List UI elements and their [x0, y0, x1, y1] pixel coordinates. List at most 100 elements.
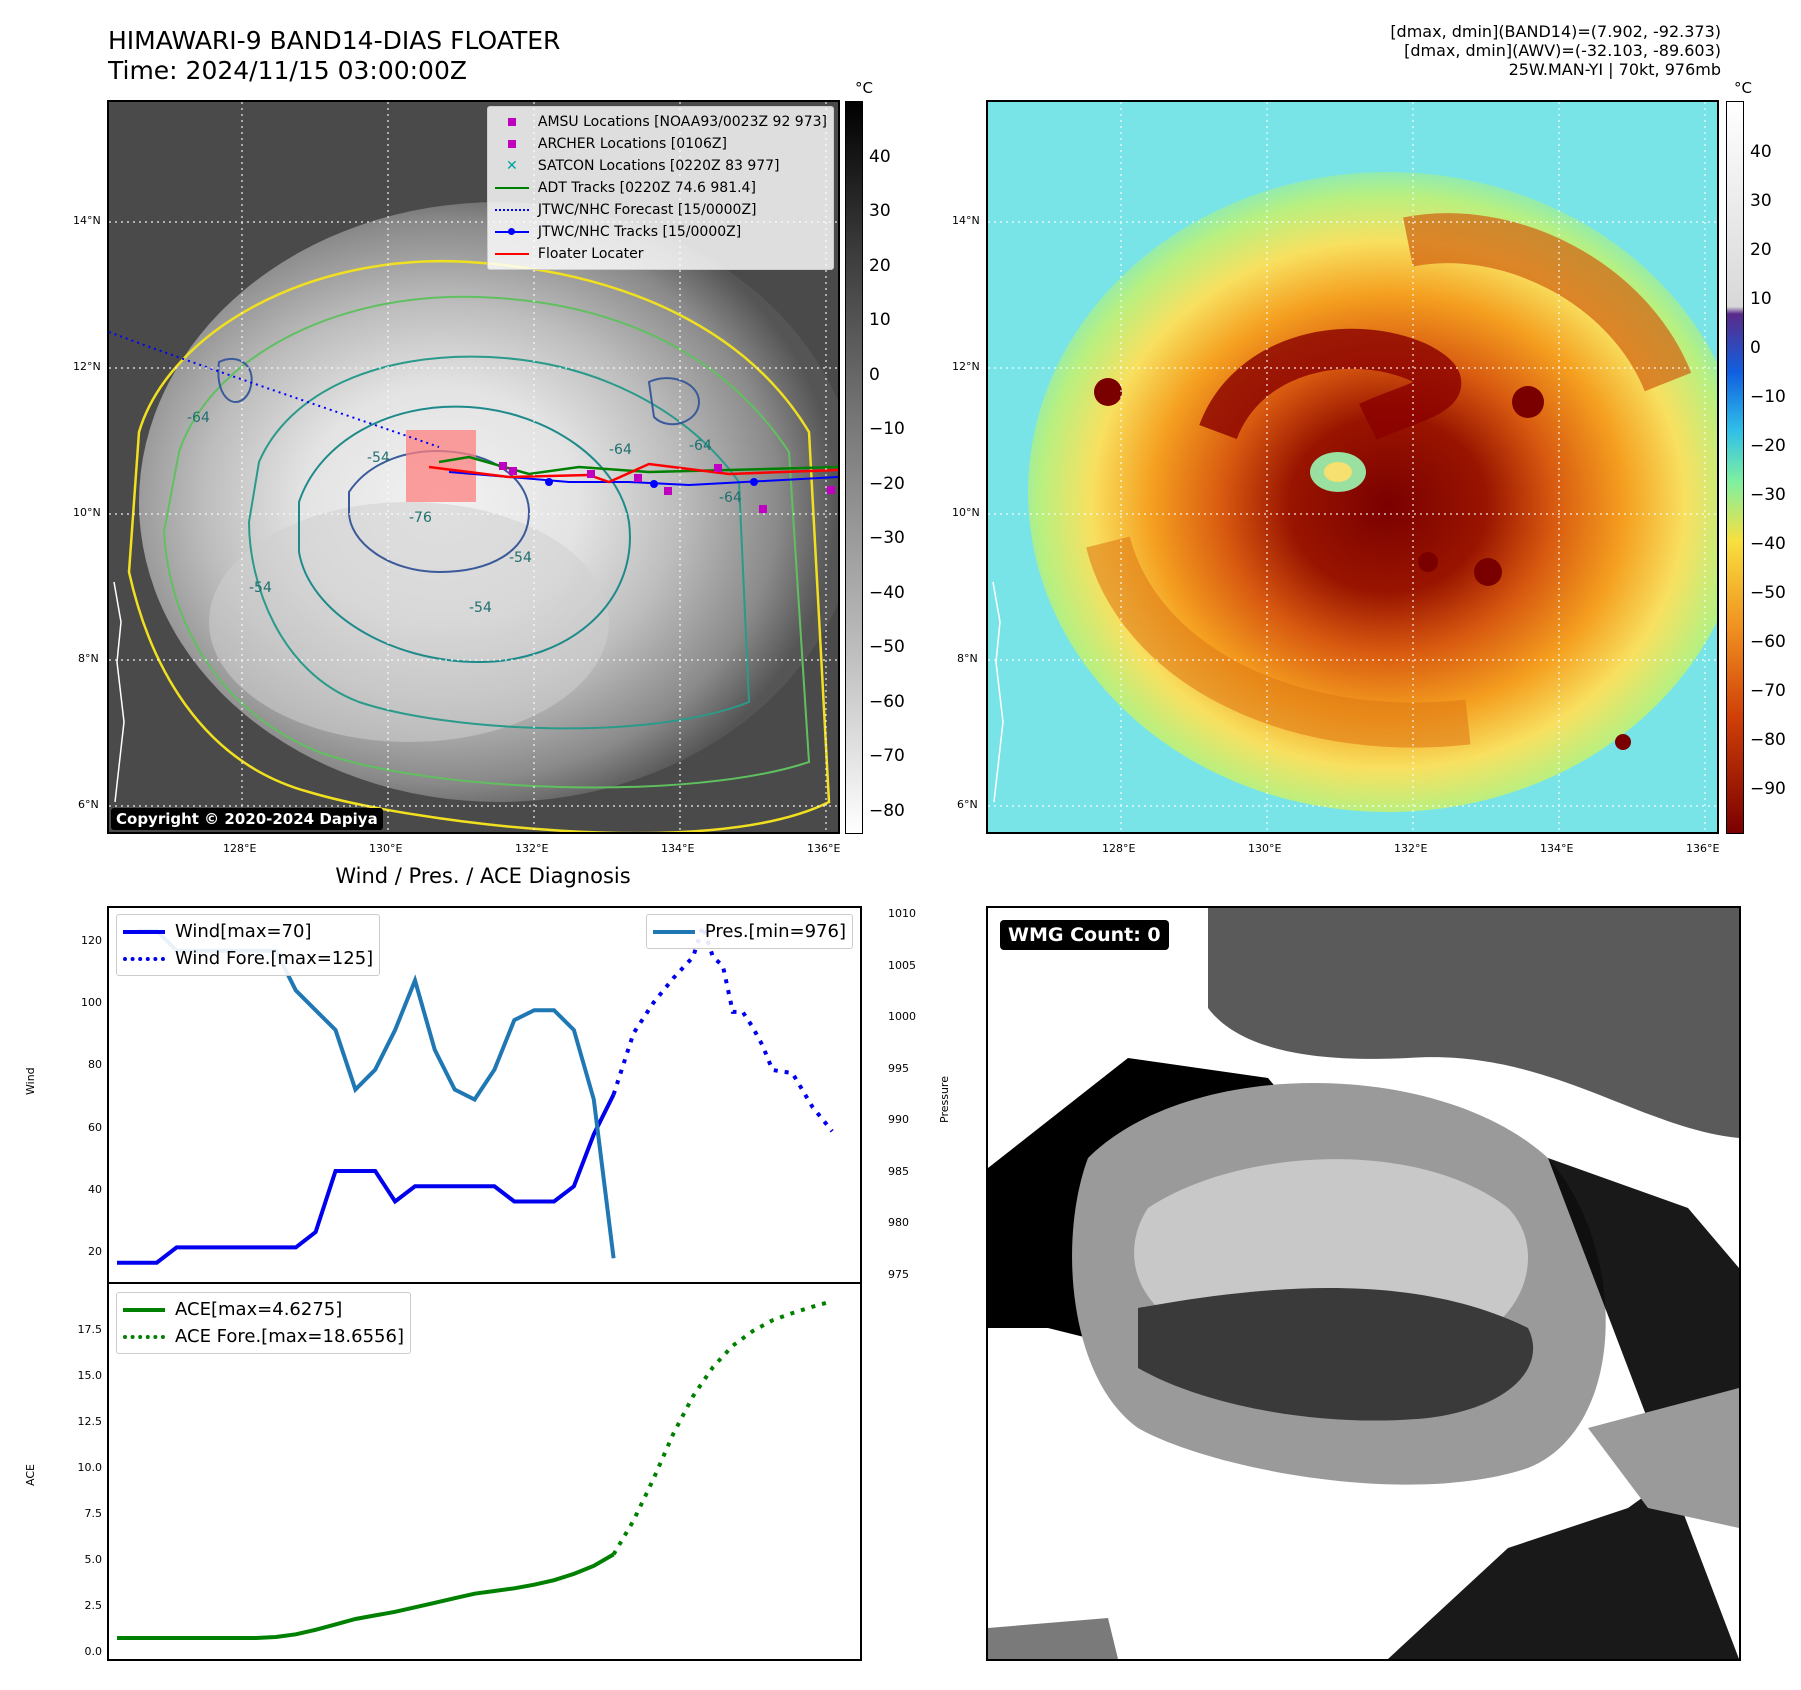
- lon-label: 128°E: [223, 842, 257, 855]
- color-ir-map-panel: [986, 100, 1719, 834]
- color-colorbar-ticks: 40 30 20 10 0 −10 −20 −30 −40 −50 −60 −7…: [1750, 101, 1795, 832]
- legend-wind: Wind[max=70]: [123, 918, 373, 945]
- gray-colorbar-ticks: 40 30 20 10 0 −10 −20 −30 −40 −50 −60 −7…: [869, 101, 909, 832]
- cb-tick: −30: [1750, 485, 1786, 505]
- pres-ytick: 980: [888, 1216, 909, 1229]
- lon-label: 136°E: [807, 842, 841, 855]
- wind-ytick: 60: [88, 1121, 102, 1134]
- lat-label: 14°N: [73, 214, 101, 227]
- contour-label: -54: [249, 580, 272, 596]
- color-colorbar: [1726, 101, 1744, 834]
- legend-wind-forecast: Wind Fore.[max=125]: [123, 945, 373, 972]
- figure-title: HIMAWARI-9 BAND14-DIAS FLOATER Time: 202…: [108, 26, 560, 86]
- pressure-legend: Pres.[min=976]: [645, 914, 853, 949]
- info-line-1: [dmax, dmin](BAND14)=(7.902, -92.373): [1390, 22, 1721, 41]
- wind-ylabel: Wind: [24, 1067, 37, 1095]
- lon-label: 128°E: [1102, 842, 1136, 855]
- cb-tick: 0: [869, 365, 880, 385]
- pres-ytick: 995: [888, 1062, 909, 1075]
- contour-label: -64: [187, 410, 210, 426]
- wind-yticks: 120 100 80 60 40 20: [50, 906, 102, 1283]
- wmg-panel: WMG Count: 0: [986, 906, 1741, 1661]
- cb-tick: 40: [869, 147, 891, 167]
- cb-tick: −80: [869, 801, 905, 821]
- series-ace-fore: [611, 1299, 833, 1556]
- cb-tick: 30: [1750, 191, 1772, 211]
- color-ir-map: [988, 102, 1717, 832]
- lat-label: 8°N: [957, 652, 978, 665]
- contour-label: -54: [509, 550, 532, 566]
- pres-ytick: 1000: [888, 1010, 916, 1023]
- copyright-badge: Copyright © 2020-2024 Dapiya: [111, 808, 383, 830]
- diagnosis-chart: Wind[max=70] Wind Fore.[max=125] Pres.[m…: [107, 906, 862, 1661]
- gray-colorbar: [845, 101, 863, 834]
- lon-label: 134°E: [1540, 842, 1574, 855]
- cb-tick: −60: [1750, 632, 1786, 652]
- lon-label: 132°E: [1394, 842, 1428, 855]
- series-ace: [117, 1552, 615, 1640]
- cb-tick: −40: [869, 583, 905, 603]
- info-line-3: 25W.MAN-YI | 70kt, 976mb: [1508, 60, 1721, 79]
- legend-item-amsu: AMSU Locations [NOAA93/0023Z 92 973]: [494, 111, 827, 133]
- ace-ytick: 17.5: [77, 1323, 103, 1336]
- cb-tick: −90: [1750, 779, 1786, 799]
- cb-tick: −60: [869, 692, 905, 712]
- cb-tick: 10: [869, 310, 891, 330]
- ace-ylabel: ACE: [24, 1464, 37, 1486]
- cb-tick: −10: [1750, 387, 1786, 407]
- lat-label: 10°N: [952, 506, 980, 519]
- legend-pressure: Pres.[min=976]: [652, 918, 846, 945]
- wind-legend: Wind[max=70] Wind Fore.[max=125]: [116, 914, 381, 976]
- gray-colorbar-unit: °C: [855, 79, 873, 97]
- pressure-yticks: 1010 1005 1000 995 990 985 980 975: [888, 906, 936, 1283]
- legend-ace-forecast: ACE Fore.[max=18.6556]: [123, 1323, 404, 1350]
- pres-ytick: 990: [888, 1113, 909, 1126]
- info-line-2: [dmax, dmin](AWV)=(-32.103, -89.603): [1404, 41, 1721, 60]
- lat-label: 6°N: [78, 798, 99, 811]
- legend-item-jtwc-tracks: JTWC/NHC Tracks [15/0000Z]: [494, 221, 827, 243]
- title-line-2: Time: 2024/11/15 03:00:00Z: [108, 56, 467, 85]
- ace-ytick: 7.5: [84, 1507, 103, 1520]
- ace-ytick: 15.0: [77, 1369, 103, 1382]
- pres-ytick: 975: [888, 1268, 909, 1281]
- jtwc-track: [448, 471, 838, 487]
- band14-map-panel: -64 -54 -76 -64 -54 -64 -64 -54 -54: [107, 100, 840, 834]
- cb-tick: −80: [1750, 730, 1786, 750]
- cb-tick: 30: [869, 201, 891, 221]
- series-wind: [117, 1093, 616, 1265]
- legend-item-satcon: ✕ SATCON Locations [0220Z 83 977]: [506, 158, 780, 174]
- wind-ytick: 20: [88, 1245, 102, 1258]
- lat-label: 12°N: [952, 360, 980, 373]
- lat-label: 14°N: [952, 214, 980, 227]
- cb-tick: −30: [869, 528, 905, 548]
- lon-label: 130°E: [369, 842, 403, 855]
- lat-label: 10°N: [73, 506, 101, 519]
- lon-label: 134°E: [661, 842, 695, 855]
- legend-item-jtwc-forecast: JTWC/NHC Forecast [15/0000Z]: [494, 199, 827, 221]
- legend-item-archer: ARCHER Locations [0106Z]: [494, 133, 827, 155]
- map-legend: AMSU Locations [NOAA93/0023Z 92 973] ARC…: [486, 106, 834, 270]
- pres-ytick: 1010: [888, 907, 916, 920]
- cb-tick: 20: [869, 256, 891, 276]
- ace-ytick: 12.5: [77, 1415, 103, 1428]
- ace-ytick: 0.0: [84, 1645, 103, 1658]
- ace-legend: ACE[max=4.6275] ACE Fore.[max=18.6556]: [116, 1292, 411, 1354]
- contour-label: -64: [609, 442, 632, 458]
- lon-label: 130°E: [1248, 842, 1282, 855]
- cb-tick: −70: [869, 746, 905, 766]
- cb-tick: −20: [1750, 436, 1786, 456]
- ace-ytick: 10.0: [77, 1461, 103, 1474]
- storm-info: [dmax, dmin](BAND14)=(7.902, -92.373) [d…: [1390, 22, 1721, 79]
- cb-tick: −10: [869, 419, 905, 439]
- ace-ytick: 5.0: [84, 1553, 103, 1566]
- cb-tick: 20: [1750, 240, 1772, 260]
- wmg-count-badge: WMG Count: 0: [1000, 920, 1169, 950]
- cb-tick: −50: [869, 637, 905, 657]
- color-colorbar-unit: °C: [1734, 79, 1752, 97]
- ace-yticks: 17.5 15.0 12.5 10.0 7.5 5.0 2.5 0.0: [40, 1283, 103, 1661]
- adt-track: [438, 455, 838, 476]
- wind-ytick: 100: [81, 996, 102, 1009]
- lat-label: 8°N: [78, 652, 99, 665]
- lon-label: 136°E: [1686, 842, 1720, 855]
- cb-tick: −70: [1750, 681, 1786, 701]
